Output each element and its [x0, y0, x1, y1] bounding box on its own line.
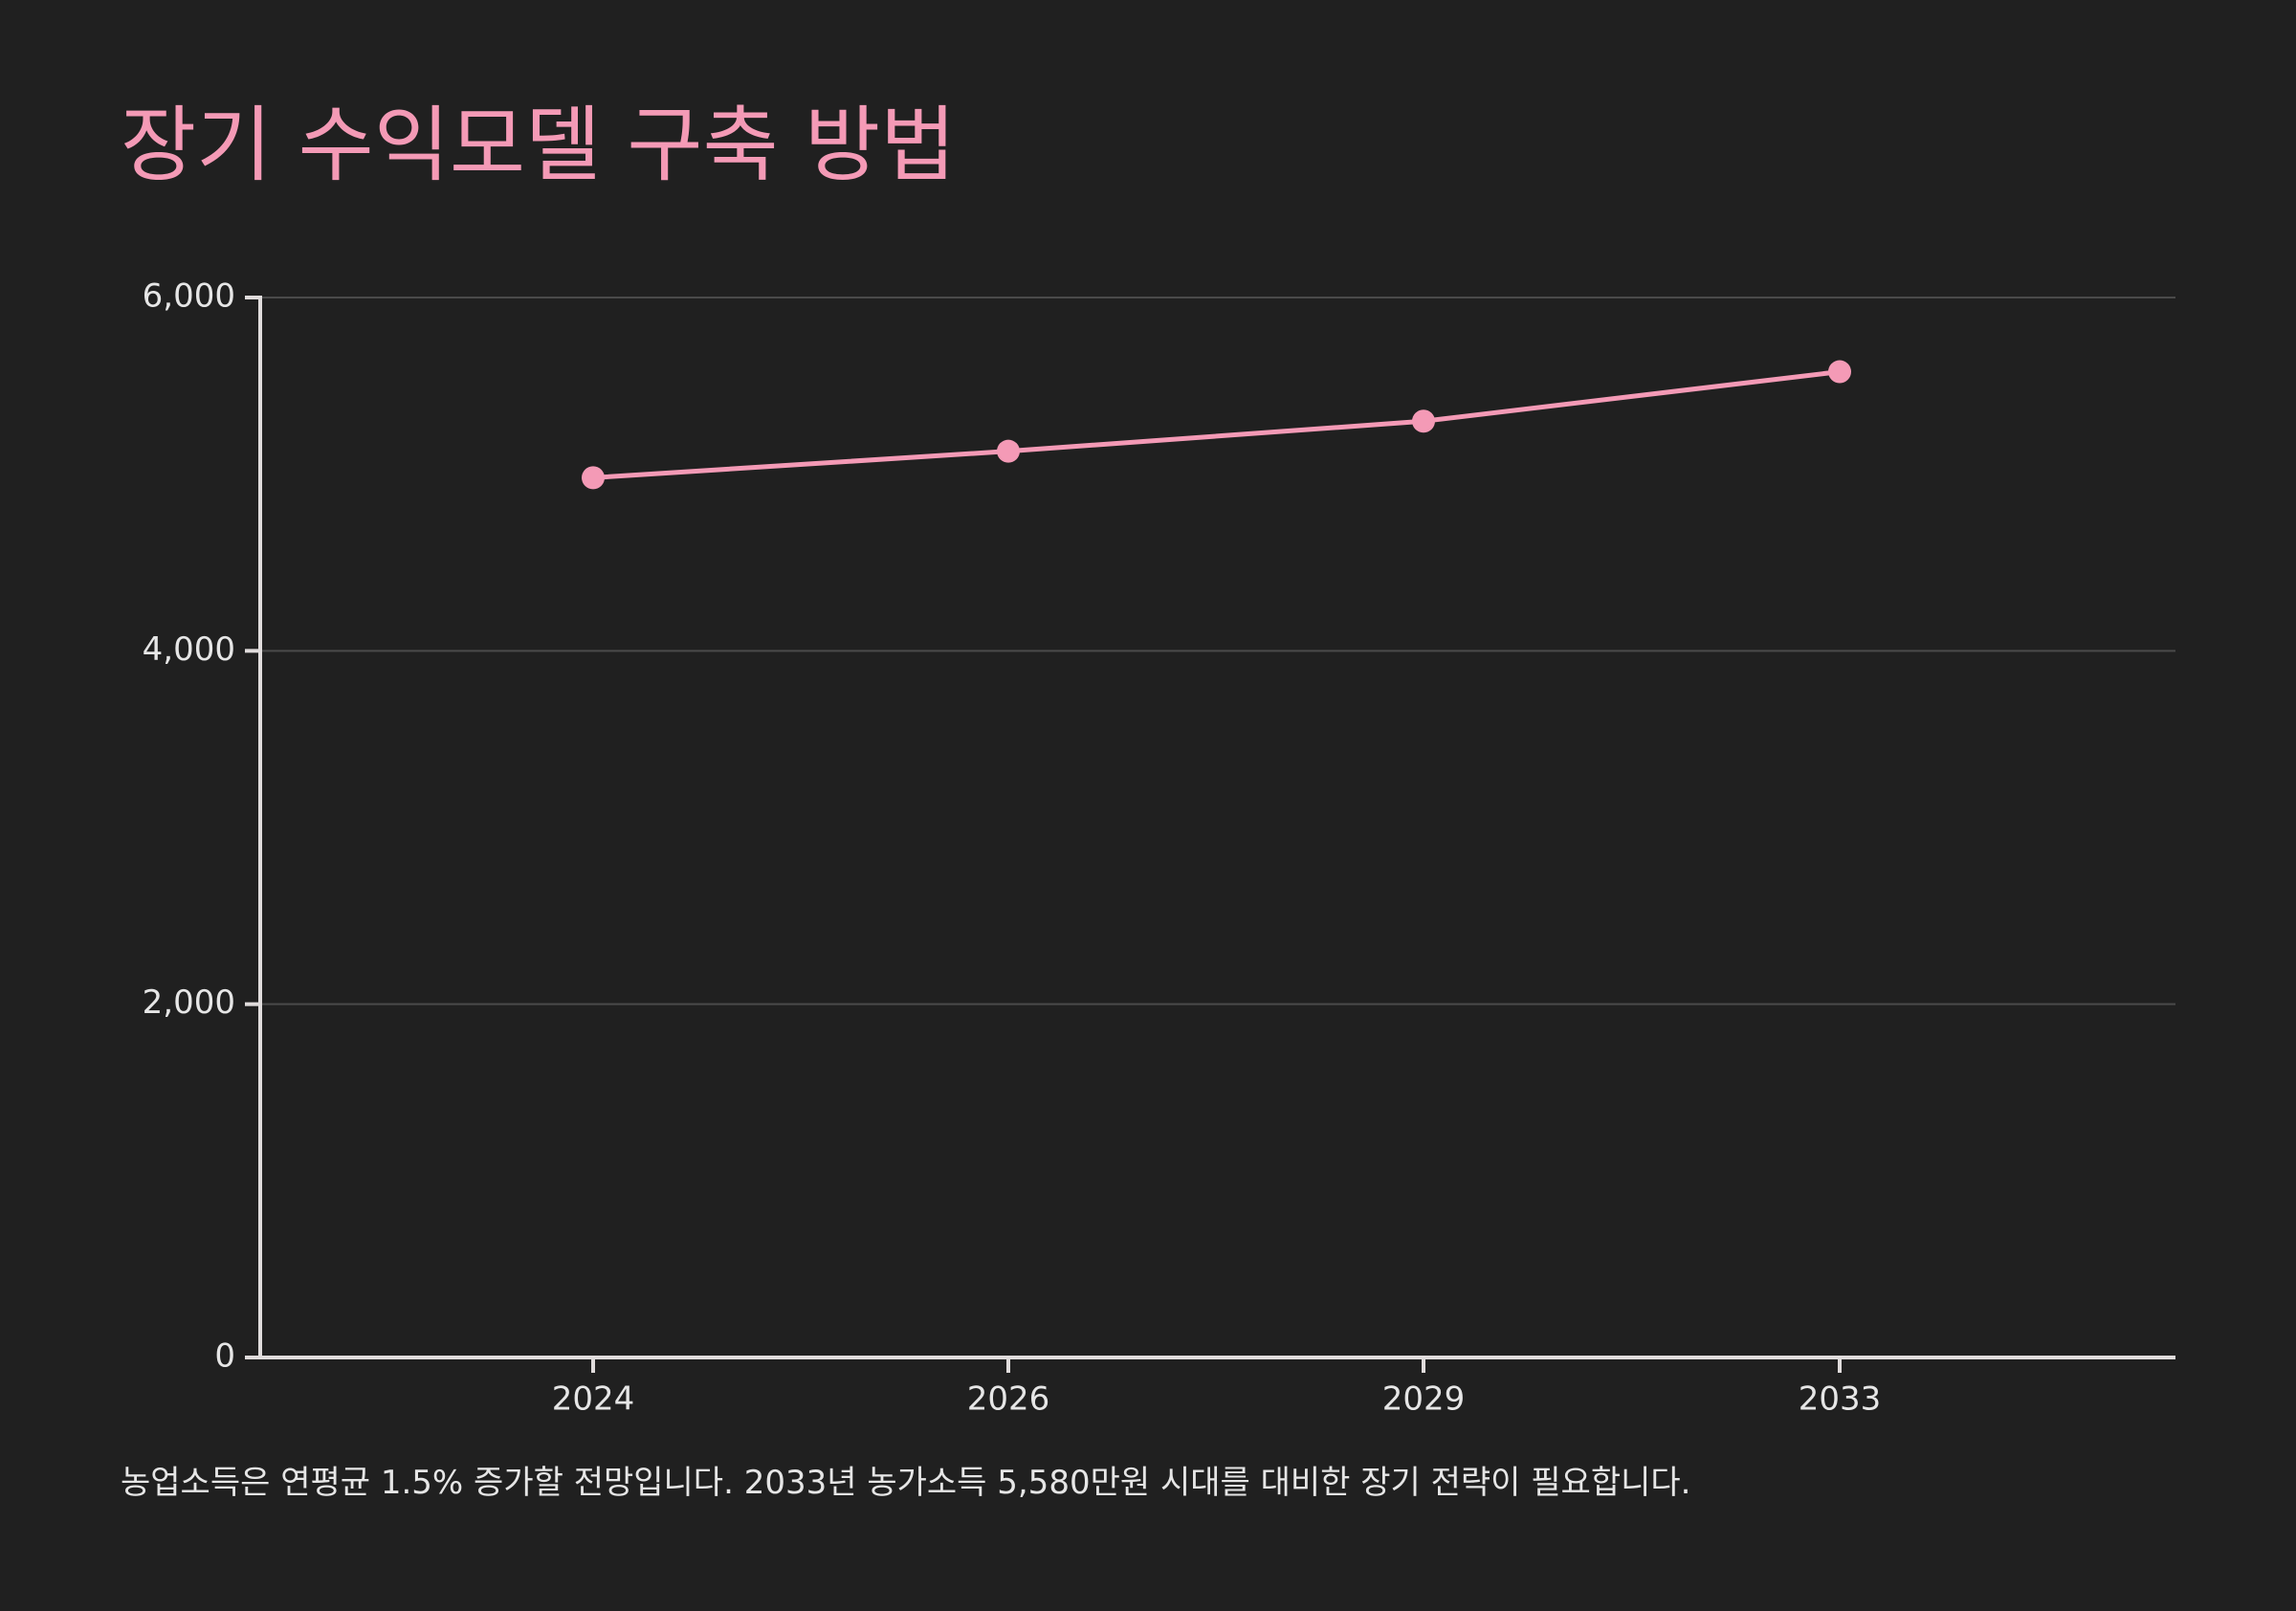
data-point	[582, 466, 605, 490]
gridlines	[260, 297, 2175, 1005]
x-tick-label: 2024	[552, 1380, 635, 1419]
x-tick-label: 2026	[967, 1380, 1050, 1419]
data-point	[1412, 409, 1435, 433]
data-point	[997, 439, 1020, 463]
axes	[245, 296, 2175, 1373]
y-tick-label: 2,000	[143, 983, 235, 1022]
x-tick-label: 2033	[1799, 1380, 1882, 1419]
caption-text: 농업소득은 연평균 1.5% 증가할 전망입니다. 2033년 농가소득 5,5…	[121, 1464, 1691, 1502]
series-line	[590, 369, 1843, 480]
y-tick-label: 4,000	[143, 630, 235, 669]
data-point	[1828, 360, 1851, 384]
tick-labels: 0 2,000 4,000 6,000 2024 2026 2029 2033	[143, 277, 1882, 1419]
y-tick-label: 0	[214, 1337, 235, 1376]
y-tick-label: 6,000	[143, 277, 235, 316]
page-title: 장기 수익모델 구축 방법	[121, 98, 957, 193]
x-tick-label: 2029	[1382, 1380, 1466, 1419]
series	[582, 360, 1851, 490]
